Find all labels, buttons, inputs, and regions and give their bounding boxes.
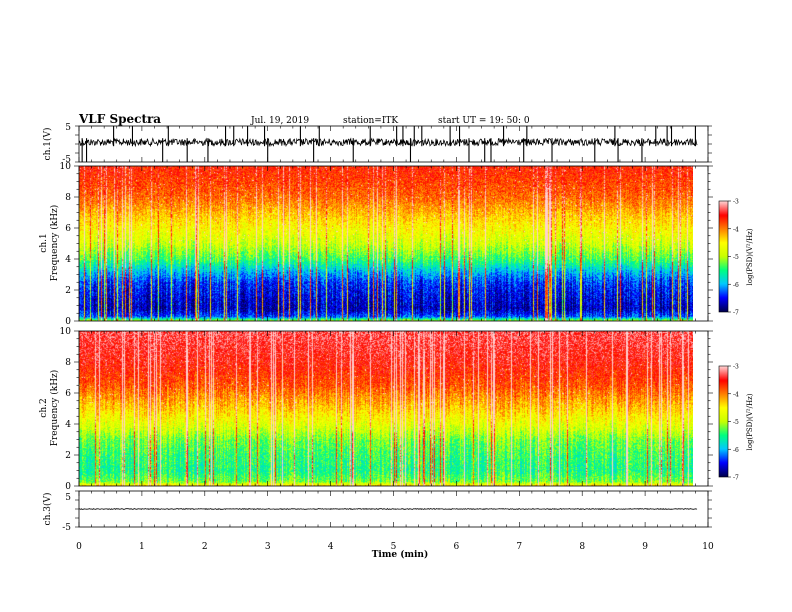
waveform-line <box>79 137 698 148</box>
y-tick-label: 6 <box>65 224 71 234</box>
y-tick-label: 10 <box>60 327 72 337</box>
ch1-colorbar-ticks: -3 -4 -5 -6 -7 <box>728 199 739 317</box>
ch1-ytick-neg5: -5 <box>62 155 71 165</box>
ch2-colorbar-label: log(PSD)(V²/Hz) <box>746 393 754 450</box>
ch2-colorbar-ticks: -3 -4 -5 -6 -7 <box>728 364 739 482</box>
figure-title: VLF Spectra <box>78 112 161 126</box>
x-tick-label: 7 <box>516 542 522 552</box>
x-tick-label: 6 <box>454 542 460 552</box>
x-axis-tick-labels: 0 1 2 3 4 5 6 7 8 9 10 <box>76 542 714 552</box>
ch1-waveform-ticks <box>75 125 712 163</box>
x-tick-label: 3 <box>265 542 271 552</box>
colorbar-tick-label: -6 <box>733 447 739 454</box>
x-tick-label: 10 <box>702 542 714 552</box>
colorbar-tick-label: -6 <box>733 282 739 289</box>
y-tick-label: 8 <box>65 358 71 368</box>
x-tick-label: 1 <box>139 542 145 552</box>
colorbar-tick-label: -5 <box>733 254 739 261</box>
colorbar-tick-label: -3 <box>733 364 739 371</box>
ch3-waveform-ticks <box>75 490 712 528</box>
y-tick-label: 8 <box>65 193 71 203</box>
x-tick-label: 2 <box>202 542 208 552</box>
y-tick-label: 2 <box>65 451 71 461</box>
x-tick-label: 0 <box>76 542 82 552</box>
ch1-waveform-ylabel: ch.1(V) <box>42 128 53 161</box>
x-axis-label: Time (min) <box>372 549 429 560</box>
ch3-ytick-5: 5 <box>65 493 71 503</box>
x-tick-label: 4 <box>328 542 334 552</box>
x-tick-label: 9 <box>642 542 648 552</box>
ch3-ytick-neg5: -5 <box>62 523 71 533</box>
header-date: Jul. 19, 2019 <box>250 116 309 126</box>
y-tick-label: 4 <box>65 420 71 430</box>
ch1-colorbar-label: log(PSD)(V²/Hz) <box>746 228 754 285</box>
x-tick-label: 8 <box>579 542 585 552</box>
colorbar-tick-label: -3 <box>733 199 739 206</box>
ch1-colorbar: -3 -4 -5 -6 -7 log(PSD)(V²/Hz) <box>718 199 754 317</box>
header-start-time: start UT = 19: 50: 0 <box>438 116 530 126</box>
ch1-spectrogram-ylabel: ch.1 <box>39 233 49 252</box>
header-station: station=ITK <box>343 116 398 126</box>
y-tick-label: 10 <box>60 162 72 172</box>
x-tick-label: 5 <box>391 542 397 552</box>
y-tick-label: 2 <box>65 286 71 296</box>
ch2-spectrogram-ticks: 0 2 4 6 8 10 <box>60 327 713 492</box>
ch1-spectrogram-ylabel2: Frequency (kHz) <box>49 205 60 282</box>
ch2-colorbar: -3 -4 -5 -6 -7 log(PSD)(V²/Hz) <box>718 364 754 482</box>
y-tick-label: 0 <box>65 482 71 492</box>
colorbar-tick-label: -7 <box>733 310 739 317</box>
ch3-waveform-panel: ch.3(V) 5 -5 <box>42 490 712 533</box>
ch2-spectrogram-ylabel: ch.2 <box>39 398 49 417</box>
ch3-waveform-plot <box>79 508 698 510</box>
colorbar-tick-label: -4 <box>733 226 739 233</box>
ch1-waveform-panel: ch.1(V) 5 -5 <box>42 123 712 165</box>
colorbar-tick-label: -4 <box>733 391 739 398</box>
ch2-spectrogram-ylabel2: Frequency (kHz) <box>49 370 60 447</box>
ch2-spectrogram-panel: 0 2 4 6 8 10 ch.2 Frequency (kHz) <box>39 327 713 492</box>
ch1-spectrogram-panel: 0 2 4 6 8 10 ch.1 Frequency (kHz) <box>39 162 713 327</box>
waveform-line <box>79 508 698 510</box>
ch1-ytick-5: 5 <box>65 123 71 133</box>
y-tick-label: 0 <box>65 317 71 327</box>
ch3-waveform-ylabel: ch.3(V) <box>42 493 53 526</box>
colorbar-tick-label: -7 <box>733 475 739 482</box>
colorbar-gradient-image <box>719 201 728 312</box>
ch1-waveform-plot <box>79 126 698 162</box>
ch1-spectrogram-ticks: 0 2 4 6 8 10 <box>60 162 713 327</box>
y-tick-label: 6 <box>65 389 71 399</box>
ch2-spectrogram-image <box>79 331 693 486</box>
y-tick-label: 4 <box>65 255 71 265</box>
ch1-spectrogram-image <box>79 166 693 321</box>
colorbar-tick-label: -5 <box>733 419 739 426</box>
colorbar-gradient-image <box>719 366 728 477</box>
